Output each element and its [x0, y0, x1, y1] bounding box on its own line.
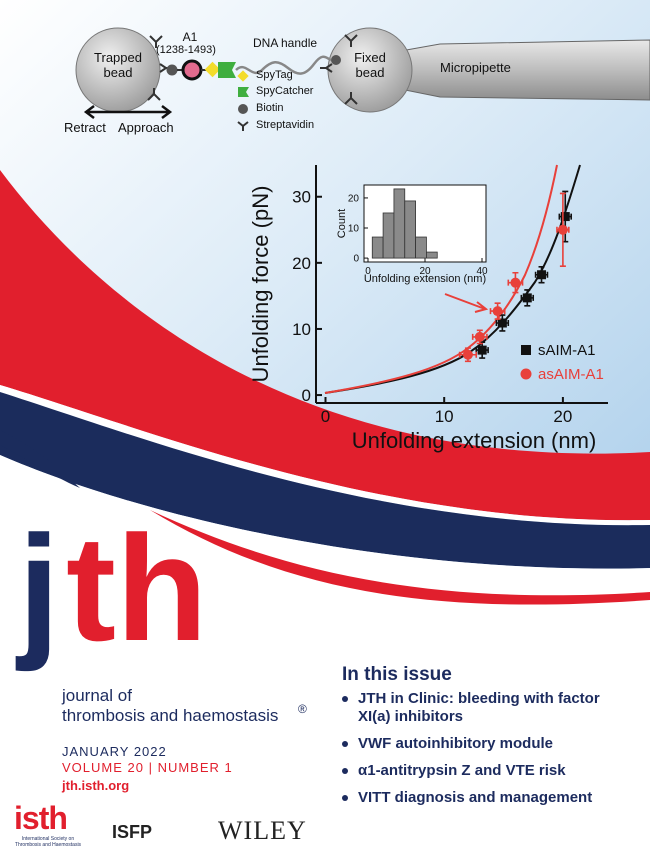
data-point	[510, 277, 521, 288]
label: Micropipette	[440, 60, 511, 75]
micropipette	[394, 39, 650, 101]
issue-item: VWF autoinhibitory module	[340, 735, 630, 753]
data-point	[560, 212, 570, 222]
y-tick-label: 10	[348, 224, 360, 235]
histogram-bar	[426, 251, 438, 259]
legend-label: Biotin	[256, 102, 284, 114]
navy-tip	[0, 430, 80, 488]
streptavidin-icons	[147, 34, 358, 105]
y-axis-label: Unfolding force (pN)	[248, 186, 273, 383]
y-tick-label: 20	[292, 254, 311, 273]
fit-curve	[324, 164, 558, 394]
y-tick-label: 30	[292, 188, 311, 207]
histogram-bar	[404, 200, 416, 259]
wiley-logo: WILEY	[218, 816, 307, 845]
legend-label: SpyCatcher	[256, 85, 314, 97]
legend-label: asAIM-A1	[538, 366, 604, 383]
volume: VOLUME 20 | NUMBER 1	[62, 760, 233, 775]
label: Trapped bead	[94, 50, 142, 80]
logo-th: th	[66, 504, 208, 672]
histogram-bar	[393, 188, 406, 259]
logo-j: j	[15, 504, 60, 672]
x-tick-label: 0	[365, 266, 371, 277]
data-point	[474, 331, 485, 342]
x-tick-label: 0	[321, 407, 330, 426]
label: (1238-1493)	[156, 44, 216, 56]
issue-heading: In this issue	[342, 664, 452, 685]
legend-label: SpyTag	[256, 69, 293, 81]
label: A1	[182, 30, 198, 44]
label: Retract	[64, 120, 106, 135]
legend-biotin	[238, 104, 248, 114]
isth-logo: isth	[14, 800, 68, 836]
legend-streptavidin	[237, 121, 249, 131]
histogram-bar	[415, 236, 427, 259]
journal-name: thrombosis and haemostasis	[62, 706, 279, 725]
dna-handle	[235, 55, 332, 75]
x-axis-label: Unfolding extension (nm)	[352, 428, 597, 453]
legend-marker	[521, 345, 531, 355]
legend-label: sAIM-A1	[538, 342, 596, 359]
label: Fixed bead	[354, 50, 386, 80]
data-point	[477, 345, 487, 355]
x-axis-label: Unfolding extension (nm)	[364, 273, 486, 285]
x-tick-label: 20	[419, 266, 431, 277]
y-tick-label: 0	[353, 254, 359, 265]
isth-full-name: International Society on Thrombosis and …	[14, 836, 82, 848]
data-point	[522, 293, 532, 303]
website: jth.isth.org	[62, 778, 130, 793]
journal-name: journal of	[62, 686, 132, 705]
navy-swoosh	[0, 392, 650, 569]
double-arrow	[83, 105, 173, 119]
data-point	[557, 224, 568, 235]
label: Approach	[118, 120, 174, 135]
data-point	[462, 349, 473, 360]
label: DNA handle	[253, 36, 318, 50]
x-tick-label: 10	[435, 407, 454, 426]
biotin	[331, 55, 341, 65]
issue-list: JTH in Clinic: bleeding with factor XI(a…	[340, 690, 630, 816]
registered-mark: ®	[298, 702, 307, 716]
issue-date: JANUARY 2022	[62, 744, 167, 759]
issue-item: VITT diagnosis and management	[340, 789, 630, 807]
issue-item: α1-antitrypsin Z and VTE risk	[340, 762, 630, 780]
legend-label: Streptavidin	[256, 119, 315, 131]
histogram-bar	[382, 212, 395, 259]
histogram-bar	[371, 236, 384, 259]
data-point	[537, 270, 547, 280]
biotin	[166, 64, 178, 76]
data-point	[497, 318, 507, 328]
x-tick-label: 20	[553, 407, 572, 426]
annotation-arrow	[444, 293, 489, 313]
legend-spycatcher	[238, 87, 249, 97]
red-thin-swoosh	[150, 510, 650, 605]
spytag	[204, 61, 221, 78]
isfp-logo: ISFP	[112, 822, 153, 842]
chart-group: 0 10 20 0 10 20 30 Unfolding extension (nm) Unfo…	[248, 165, 608, 453]
x-tick-label: 40	[476, 266, 488, 277]
white-area	[0, 455, 650, 852]
spycatcher	[218, 62, 236, 78]
issue-item: JTH in Clinic: bleeding with factor XI(a…	[340, 690, 630, 726]
y-tick-label: 20	[348, 193, 360, 204]
a1-domain	[181, 59, 203, 81]
y-tick-label: 0	[302, 386, 311, 405]
red-swoosh	[0, 170, 650, 521]
y-axis-label: Count	[336, 209, 348, 238]
data-point	[492, 306, 503, 317]
y-tick-label: 10	[292, 320, 311, 339]
legend-marker	[520, 368, 532, 380]
